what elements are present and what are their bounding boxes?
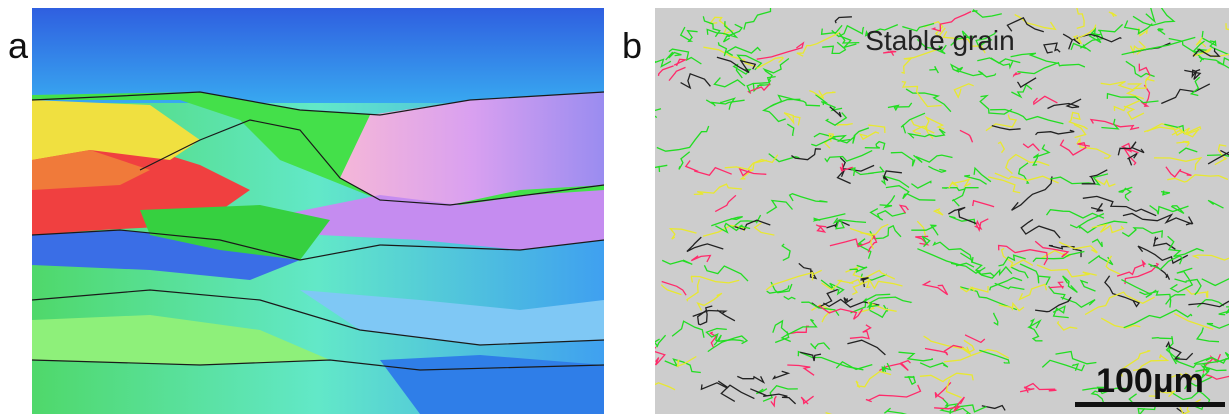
panel-label: b xyxy=(622,25,642,66)
scale-bar xyxy=(1075,402,1225,407)
figure: a b Stable grain 100μm xyxy=(0,0,1229,414)
panel-a-map xyxy=(32,8,604,414)
panel-b-map xyxy=(649,0,1229,414)
scale-bar-label: 100μm xyxy=(1096,362,1204,400)
annotation: Stable grain xyxy=(865,25,1014,56)
panel-label: a xyxy=(8,25,29,66)
page: a b Stable grain 100μm (() => { const da… xyxy=(0,0,1229,414)
